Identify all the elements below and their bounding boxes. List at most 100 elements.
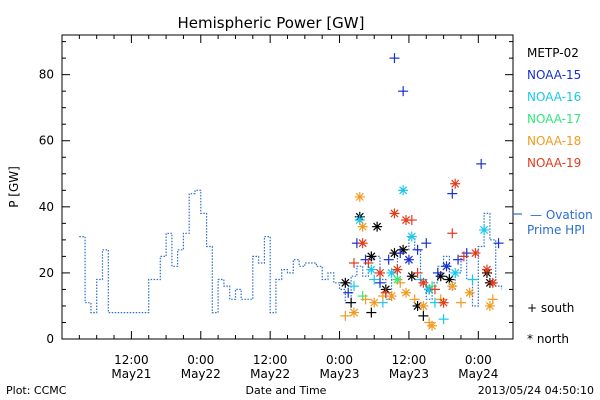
marker-metp-02-north bbox=[406, 271, 417, 282]
y-tick-label: 20 bbox=[39, 266, 54, 280]
x-tick-date-label: May23 bbox=[319, 367, 359, 381]
marker-noaa-16-south bbox=[429, 297, 440, 308]
marker-noaa-19-south bbox=[348, 258, 359, 268]
marker-noaa-15-south bbox=[432, 267, 443, 278]
marker-noaa-16-south bbox=[369, 274, 380, 285]
ovation-hpi-series bbox=[79, 189, 502, 314]
plot-timestamp: 2013/05/24 04:50:10 bbox=[478, 384, 594, 397]
legend-item-noaa-19: NOAA-19 bbox=[527, 156, 581, 170]
x-axis-label: Date and Time bbox=[246, 384, 327, 397]
legend-item-noaa-15: NOAA-15 bbox=[527, 68, 581, 82]
marker-noaa-16-north bbox=[386, 267, 397, 278]
marker-noaa-19-north bbox=[470, 248, 481, 259]
satellite-observations bbox=[340, 53, 504, 331]
marker-noaa-15-south bbox=[421, 238, 432, 249]
legend-item-noaa-18: NOAA-18 bbox=[527, 134, 581, 148]
x-tick-date-label: May22 bbox=[181, 367, 221, 381]
marker-noaa-15-north bbox=[403, 254, 414, 265]
y-tick-label: 60 bbox=[39, 134, 54, 148]
marker-noaa-16-north bbox=[479, 224, 490, 235]
marker-noaa-19-south bbox=[412, 267, 423, 278]
chart-title: Hemispheric Power [GW] bbox=[178, 14, 365, 32]
marker-noaa-18-south bbox=[360, 294, 371, 305]
marker-noaa-18-north bbox=[369, 297, 380, 308]
marker-noaa-19-north bbox=[392, 264, 403, 275]
marker-noaa-18-south bbox=[340, 310, 351, 321]
marker-noaa-18-north bbox=[357, 221, 368, 232]
marker-noaa-15-south bbox=[343, 287, 354, 298]
marker-noaa-18-south bbox=[455, 297, 466, 308]
marker-metp-02-north bbox=[389, 248, 400, 259]
marker-noaa-19-north bbox=[487, 277, 498, 288]
marker-noaa-16-north bbox=[450, 267, 461, 278]
legend-item-metp-02: METP-02 bbox=[527, 46, 579, 60]
marker-noaa-15-south bbox=[398, 86, 409, 97]
legend-item-noaa-17: NOAA-17 bbox=[527, 112, 581, 126]
marker-noaa-19-south bbox=[458, 251, 469, 262]
marker-noaa-15-south bbox=[389, 53, 400, 64]
x-tick-time-label: 0:00 bbox=[187, 353, 214, 367]
marker-noaa-15-south bbox=[493, 238, 504, 249]
marker-noaa-16-south bbox=[467, 274, 478, 285]
marker-noaa-18-north bbox=[447, 281, 458, 292]
marker-metp-02-south bbox=[346, 297, 357, 308]
x-tick-date-label: May22 bbox=[250, 367, 290, 381]
legend-north-marker: * north bbox=[527, 332, 569, 346]
marker-noaa-19-south bbox=[363, 258, 374, 268]
marker-noaa-19-north bbox=[375, 267, 386, 278]
marker-noaa-18-north bbox=[401, 287, 412, 298]
y-axis-label: P [GW] bbox=[7, 166, 21, 208]
marker-noaa-19-north bbox=[438, 297, 449, 308]
marker-noaa-19-south bbox=[429, 284, 440, 295]
marker-noaa-18-north bbox=[348, 307, 359, 318]
marker-noaa-19-north bbox=[418, 277, 429, 288]
marker-noaa-15-south bbox=[453, 254, 464, 265]
legend-ovation-line2: Prime HPI bbox=[527, 223, 585, 237]
legend-item-noaa-16: NOAA-16 bbox=[527, 90, 581, 104]
marker-noaa-19-north bbox=[481, 264, 492, 275]
y-tick-label: 0 bbox=[46, 332, 54, 346]
marker-noaa-15-south bbox=[412, 244, 423, 255]
marker-noaa-16-north bbox=[406, 231, 417, 242]
plot-frame bbox=[61, 34, 514, 340]
legend-ovation-line1: — Ovation bbox=[530, 208, 593, 222]
x-tick-time-label: 0:00 bbox=[326, 353, 353, 367]
marker-noaa-16-north bbox=[398, 185, 409, 196]
marker-noaa-15-south bbox=[476, 158, 487, 169]
x-tick-time-label: 12:00 bbox=[392, 353, 427, 367]
legend-south-marker: + south bbox=[527, 301, 574, 315]
marker-noaa-18-north bbox=[427, 320, 438, 331]
marker-noaa-18-north bbox=[418, 300, 429, 311]
marker-metp-02-north bbox=[340, 277, 351, 288]
marker-noaa-15-south bbox=[383, 254, 394, 265]
marker-noaa-19-south bbox=[447, 228, 458, 239]
marker-noaa-16-north bbox=[366, 264, 377, 275]
x-tick-time-label: 12:00 bbox=[114, 353, 149, 367]
marker-noaa-18-north bbox=[386, 291, 397, 302]
marker-noaa-15-south bbox=[375, 277, 386, 288]
marker-noaa-19-north bbox=[357, 238, 368, 249]
marker-noaa-15-north bbox=[441, 261, 452, 272]
y-tick-label: 40 bbox=[39, 200, 54, 214]
x-tick-date-label: May21 bbox=[111, 367, 151, 381]
marker-noaa-18-south bbox=[409, 294, 420, 305]
marker-noaa-18-south bbox=[395, 277, 406, 288]
marker-noaa-15-south bbox=[395, 248, 406, 259]
marker-noaa-18-north bbox=[354, 191, 365, 202]
marker-noaa-18-north bbox=[484, 300, 495, 311]
marker-noaa-19-north bbox=[450, 178, 461, 189]
marker-noaa-16-south bbox=[348, 281, 359, 292]
marker-noaa-19-south bbox=[406, 215, 417, 226]
legend: METP-02 NOAA-15 NOAA-16 NOAA-17 NOAA-18 NOAA-… bbox=[513, 46, 593, 346]
x-tick-date-label: May23 bbox=[389, 367, 429, 381]
marker-metp-02-south bbox=[418, 310, 429, 321]
marker-metp-02-south bbox=[366, 307, 377, 318]
x-tick-date-label: May24 bbox=[458, 367, 498, 381]
marker-noaa-19-north bbox=[389, 208, 400, 219]
marker-noaa-15-south bbox=[447, 188, 458, 199]
marker-noaa-18-north bbox=[464, 287, 475, 298]
x-tick-time-label: 12:00 bbox=[253, 353, 288, 367]
y-axis: 0 20 40 60 80 bbox=[39, 41, 513, 346]
marker-metp-02-north bbox=[372, 221, 383, 232]
